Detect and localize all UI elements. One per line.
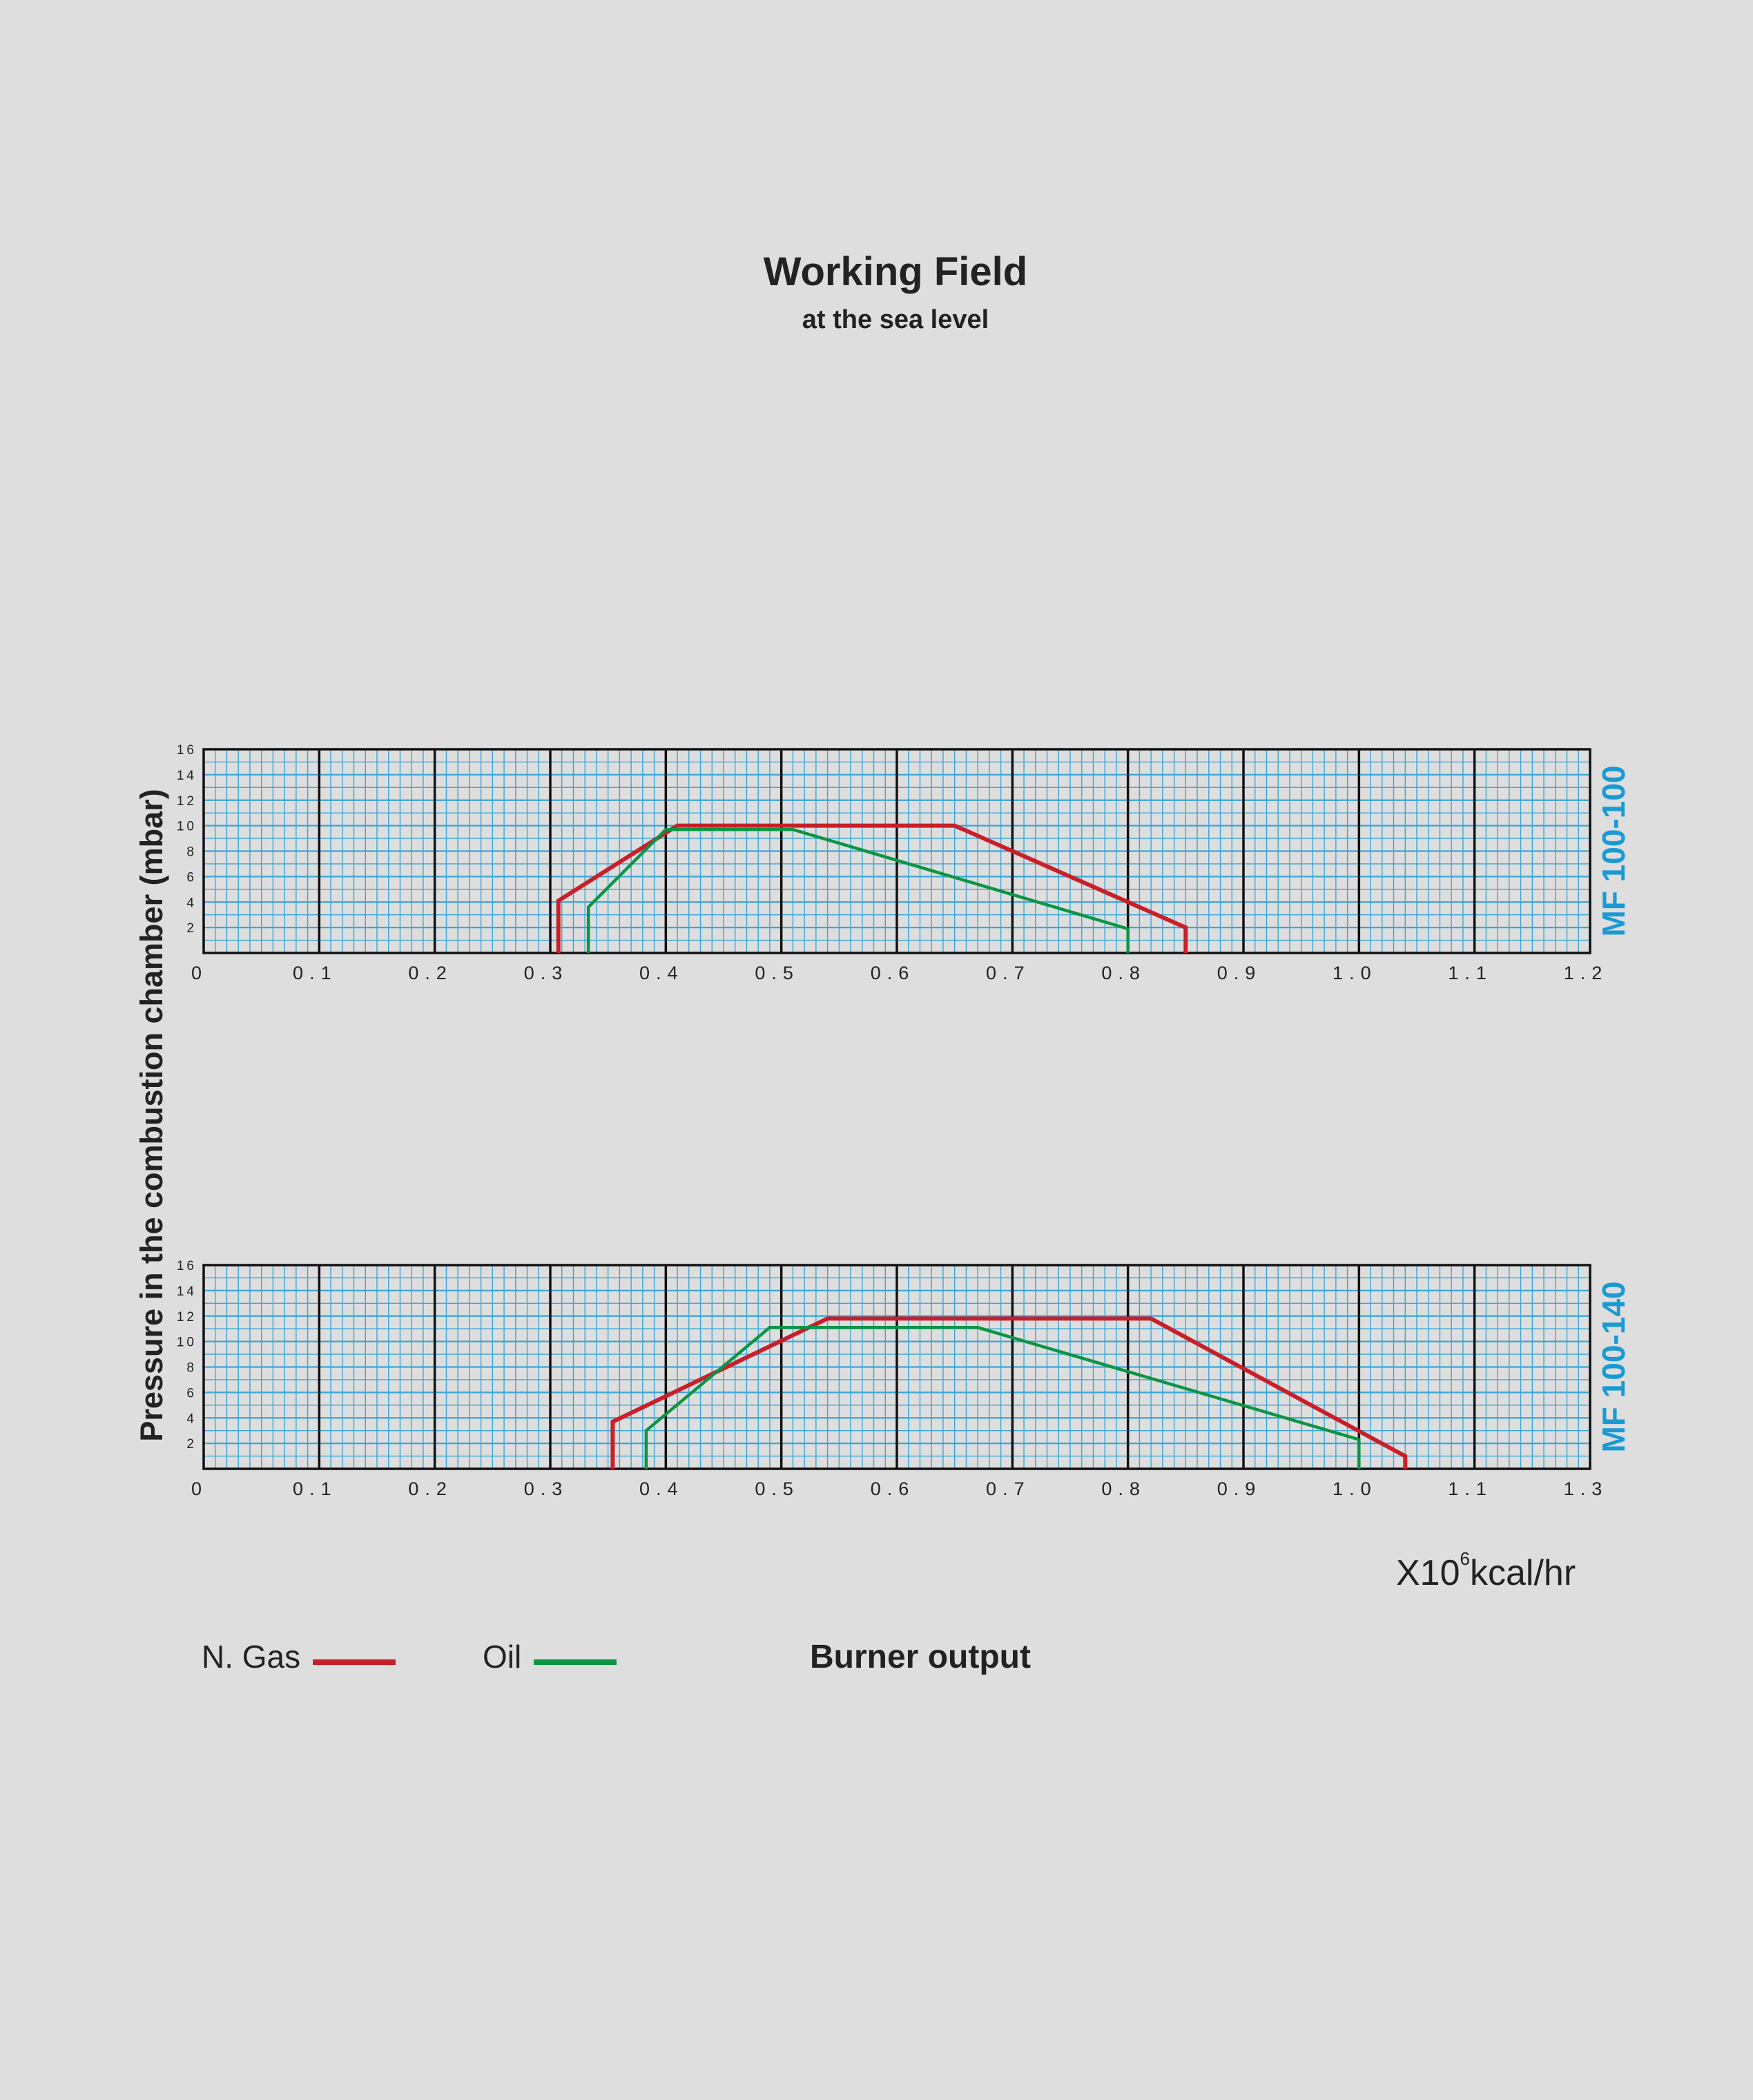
x-axis-unit: X106kcal/hr [1396,1548,1576,1594]
legend-oil-label: Oil [483,1639,522,1675]
x-tick-label: 0.8 [1101,963,1146,983]
series-line-n-gas [610,1316,1408,1469]
x-tick-label: 0.5 [755,1478,800,1499]
x-tick-label: 0.8 [1101,1478,1146,1499]
x-tick-label: 0.2 [408,963,453,983]
x-tick-label: 0 [191,963,208,983]
x-tick-label: 0.3 [524,1478,569,1499]
y-tick-label: 6 [186,1386,197,1400]
series-line-n-gas [556,823,1188,953]
unit-suffix: kcal/hr [1470,1553,1576,1593]
unit-base: X10 [1396,1553,1460,1593]
x-tick-label: 1.0 [1333,1478,1377,1499]
x-tick-label: 0.3 [524,963,569,983]
y-tick-label: 4 [186,896,197,910]
x-tick-label: 0.1 [293,1478,338,1499]
legend-burner-output: Burner output [810,1639,1031,1675]
y-tick-label: 8 [186,845,197,860]
y-tick-label: 12 [177,1310,197,1324]
legend-item-gas: N. Gas [202,1638,396,1675]
y-tick-label: 14 [177,1284,197,1299]
plot-frame [202,748,1591,954]
chart-title: Working Field [763,249,1028,294]
model-label: MF 100-100 [1596,765,1631,936]
legend-gas-label: N. Gas [202,1639,301,1675]
y-tick-label: 14 [177,769,197,783]
x-tick-label: 1.1 [1448,963,1493,983]
x-tick-label: 0.9 [1217,1478,1262,1499]
y-tick-label: 10 [177,820,197,834]
y-tick-label: 16 [177,743,197,758]
y-tick-label: 6 [186,870,197,885]
y-tick-label: 8 [186,1361,197,1376]
x-tick-label: 0.9 [1217,963,1262,983]
y-tick-label: 12 [177,794,197,809]
x-tick-label: 0.1 [293,963,338,983]
x-tick-label: 0.5 [755,963,800,983]
x-tick-label: 1.0 [1333,963,1377,983]
y-tick-label: 16 [177,1259,197,1273]
x-tick-label: 0.6 [871,1478,916,1499]
x-tick-label: 0.7 [986,1478,1031,1499]
x-tick-label: 0.4 [639,963,684,983]
legend-oil-swatch [534,1659,617,1665]
y-tick-label: 2 [186,921,197,936]
y-tick-label: 10 [177,1336,197,1350]
unit-exponent: 6 [1460,1548,1470,1569]
legend-item-oil: Oil [483,1638,617,1675]
chart-mf-100-140: 0 0.1 0.2 0.3 0.4 0.5 0.6 0.7 0.8 0.9 1.0 1.1 1.3 2 4 6… [177,1259,1631,1499]
y-tick-label: 2 [186,1437,197,1452]
x-tick-label: 0.6 [871,963,916,983]
legend-gas-swatch [313,1659,396,1665]
x-tick-label: 0.4 [639,1478,684,1499]
plot-frame [202,1264,1591,1470]
model-label: MF 100-140 [1596,1281,1631,1452]
series-line-oil [644,1326,1361,1469]
y-tick-label: 4 [186,1412,197,1426]
x-tick-label: 0.2 [408,1478,453,1499]
x-tick-label: 1.3 [1564,1478,1609,1499]
x-tick-label: 0.7 [986,963,1031,983]
series-line-oil [586,827,1130,953]
chart-mf-100-100: 0 0.1 0.2 0.3 0.4 0.5 0.6 0.7 0.8 0.9 1.0 1.1 1.2 2 4 6… [177,743,1631,983]
x-tick-label: 1.2 [1564,963,1609,983]
x-tick-label: 0 [191,1478,208,1499]
chart-subtitle: at the sea level [802,305,989,334]
x-tick-label: 1.1 [1448,1478,1493,1499]
